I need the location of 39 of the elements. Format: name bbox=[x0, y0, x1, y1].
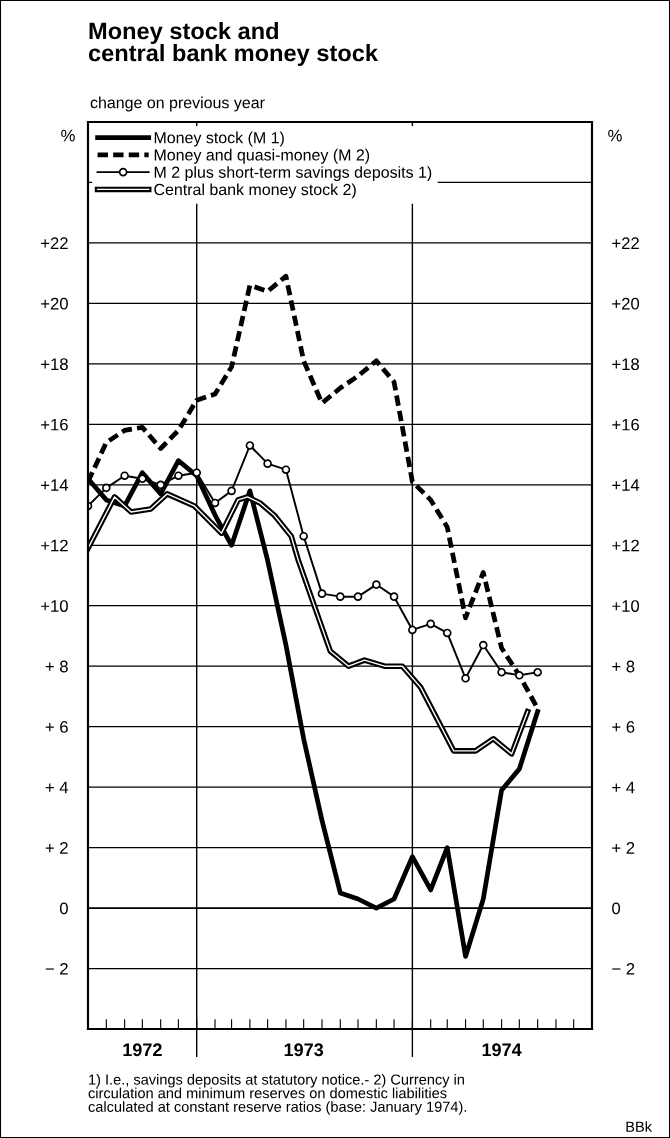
y2-tick-label: + 8 bbox=[612, 660, 635, 673]
y-tick-label: + 6 bbox=[45, 721, 68, 733]
x-tick-label: 1973 bbox=[284, 1043, 324, 1057]
chart-subtitle: change on previous year bbox=[90, 96, 265, 112]
y-tick-label: + 2 bbox=[45, 842, 68, 854]
x-tick-label: 1972 bbox=[123, 1043, 162, 1057]
y2-tick-label: + 2 bbox=[612, 842, 635, 854]
text: BBk bbox=[626, 1121, 653, 1132]
y2-axis-title: % bbox=[608, 129, 622, 142]
y2-tick-label: +14 bbox=[612, 479, 640, 491]
y2-tick-label: +20 bbox=[612, 297, 640, 310]
y-tick-label: − 2 bbox=[45, 962, 68, 975]
legend-label: M 2 plus short-term savings deposits 1) bbox=[154, 166, 432, 182]
y-tick-label: +20 bbox=[41, 297, 68, 310]
y-axis-title: % bbox=[61, 129, 75, 142]
y-tick-label: +18 bbox=[41, 358, 68, 371]
y-tick-label: + 4 bbox=[45, 781, 69, 794]
y-tick-label: + 8 bbox=[45, 660, 68, 673]
legend-label: Central bank money stock 2) bbox=[154, 183, 356, 199]
x-tick-label: 1974 bbox=[482, 1043, 522, 1057]
y-tick-label: +10 bbox=[41, 600, 68, 612]
y2-tick-label: +18 bbox=[612, 358, 639, 371]
y2-tick-label: +22 bbox=[612, 237, 639, 249]
legend-label: Money stock (M 1) bbox=[154, 131, 284, 147]
y2-tick-label: +10 bbox=[612, 600, 640, 612]
y-tick-label: 0 bbox=[59, 902, 68, 915]
y2-tick-label: +12 bbox=[612, 539, 639, 552]
y2-tick-label: + 4 bbox=[612, 781, 635, 794]
y2-tick-label: 0 bbox=[612, 902, 621, 915]
y-tick-label: +22 bbox=[41, 237, 68, 249]
y-tick-label: +12 bbox=[41, 539, 68, 552]
y2-tick-label: +16 bbox=[612, 418, 639, 431]
chart-title: Money stock and central bank money stock bbox=[88, 22, 379, 67]
text: 1) I.e., savings deposits at statutory notice.- 2) Currency in circulation and minimum reserves on domestic liabilities calculated at constant reserve ratios (base: January 1974). bbox=[88, 1074, 467, 1115]
y-tick-label: +14 bbox=[41, 479, 69, 491]
y2-tick-label: + 6 bbox=[612, 721, 635, 733]
legend-label: Money and quasi-money (M 2) bbox=[154, 148, 370, 164]
y2-tick-label: − 2 bbox=[612, 962, 635, 975]
y-tick-label: +16 bbox=[41, 418, 68, 431]
